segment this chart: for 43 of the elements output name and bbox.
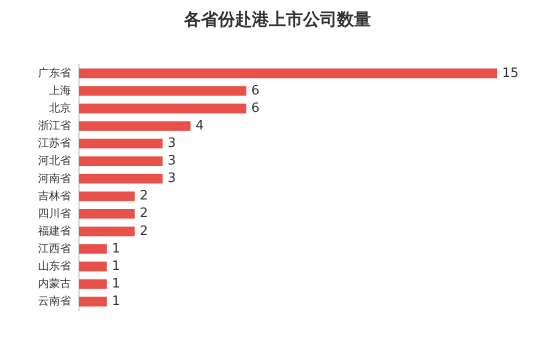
data-label: 1 [112,294,120,309]
bar [79,279,107,289]
bar [79,262,107,272]
bar [79,296,107,306]
y-tick-label: 云南省 [38,294,71,308]
bar [79,86,246,96]
y-tick-label: 四川省 [38,206,71,220]
data-label: 3 [168,136,176,151]
data-label: 2 [140,206,148,222]
bar [79,191,135,202]
bar [79,121,190,131]
data-label: 3 [168,171,176,186]
data-label: 6 [251,83,260,98]
bar [79,209,135,219]
data-label: 1 [112,276,120,292]
y-tick-label: 江苏省 [38,136,71,150]
y-tick-label: 福建省 [38,224,71,238]
data-label: 2 [140,224,148,239]
y-tick-label: 北京 [49,102,71,115]
bar [79,244,107,254]
bar [79,104,246,114]
data-label: 1 [112,258,120,274]
data-label: 6 [251,100,260,116]
chart-title: 各省份赴港上市公司数量 [182,9,372,31]
bar [79,68,498,78]
y-tick-label: 内蒙古 [38,277,71,290]
data-label: 3 [168,154,176,169]
y-tick-label: 吉林省 [38,189,71,202]
data-label: 2 [140,188,148,204]
y-tick-label: 江西省 [38,242,71,255]
y-tick-label: 广东省 [38,66,71,80]
y-tick-label: 河南省 [38,172,71,185]
bar [79,226,135,236]
data-label: 1 [112,241,120,256]
y-tick-label: 山东省 [38,260,71,273]
data-label: 15 [502,66,519,81]
bar [79,138,163,148]
bar [79,174,163,184]
bar [79,156,163,166]
y-tick-label: 河北省 [38,154,71,168]
y-tick-label: 浙江省 [38,119,71,132]
y-tick-label: 上海 [49,84,71,97]
data-label: 4 [196,118,204,134]
